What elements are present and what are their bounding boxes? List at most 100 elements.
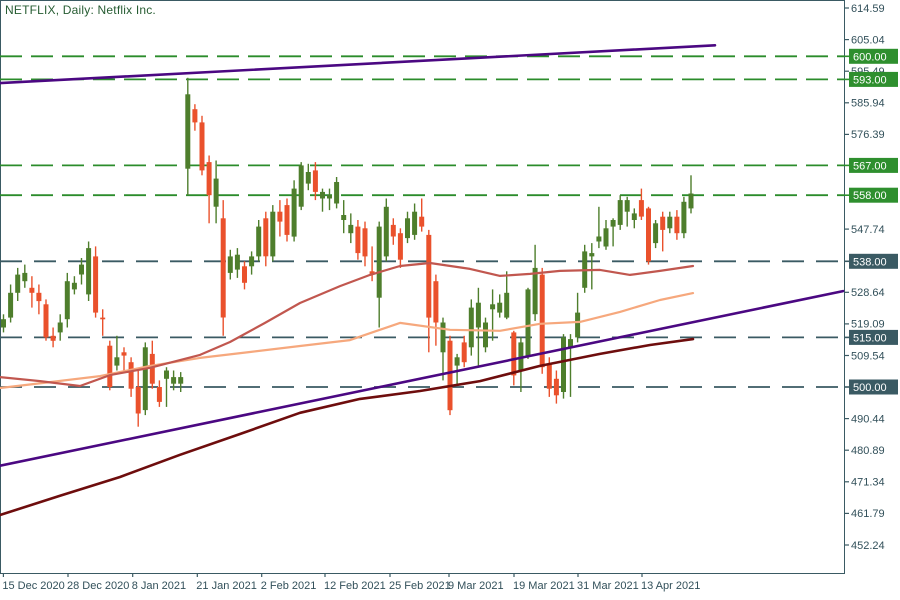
candle-body xyxy=(454,357,460,366)
candle-body xyxy=(242,266,247,283)
candle-body xyxy=(142,347,148,411)
candle-body xyxy=(504,292,510,318)
candle-body xyxy=(674,216,680,234)
candle-body xyxy=(185,94,191,169)
candle-body xyxy=(50,335,56,341)
candle-body xyxy=(468,307,474,348)
candle-body xyxy=(490,304,496,310)
candle-body xyxy=(483,322,488,348)
candle-body xyxy=(114,357,120,366)
price-tick-label: 461.79 xyxy=(851,508,885,520)
candle-body xyxy=(376,226,382,298)
candle-body xyxy=(327,195,332,199)
candle-body xyxy=(1,319,6,328)
candle-body xyxy=(383,206,389,257)
candle-body xyxy=(546,363,552,389)
date-tick-label: 25 Feb 2021 xyxy=(389,580,451,592)
date-tick-label: 31 Mar 2021 xyxy=(577,580,639,592)
candle-body xyxy=(497,302,503,313)
candle-body xyxy=(390,224,396,237)
candle-body xyxy=(461,342,467,363)
candle-body xyxy=(270,211,276,257)
candle-body xyxy=(518,342,524,371)
date-tick-label: 15 Dec 2020 xyxy=(2,580,64,592)
candle-body xyxy=(631,213,637,220)
price-level-badge xyxy=(849,379,898,395)
candle-body xyxy=(610,220,616,227)
price-level-badge-label: 538.00 xyxy=(853,256,887,268)
candle-body xyxy=(568,339,573,348)
candle-body xyxy=(362,228,368,257)
candle-body xyxy=(249,256,255,267)
candle-body xyxy=(298,165,304,207)
price-tick-label: 547.74 xyxy=(851,224,885,236)
price-tick-label: 471.34 xyxy=(851,477,885,489)
candle-body xyxy=(539,274,545,368)
price-tick-label: 605.04 xyxy=(851,34,885,46)
candle-body xyxy=(234,254,240,270)
date-tick-label: 9 Mar 2021 xyxy=(448,580,504,592)
candle-body xyxy=(15,274,21,293)
candle-body xyxy=(107,345,113,387)
candle-body xyxy=(192,109,198,123)
price-level-badge-label: 593.00 xyxy=(853,74,887,86)
candle-body xyxy=(561,337,566,392)
candle-body xyxy=(277,211,283,222)
candles xyxy=(1,77,694,427)
date-tick-label: 2 Feb 2021 xyxy=(261,580,317,592)
price-level-badge xyxy=(849,71,898,87)
candle-body xyxy=(36,292,42,302)
candle-body xyxy=(341,215,347,220)
candle-body xyxy=(100,317,106,320)
candle-body xyxy=(646,208,651,262)
ma-long-line xyxy=(0,337,695,517)
candle-body xyxy=(171,377,177,384)
price-level-badge-label: 515.00 xyxy=(853,332,887,344)
candle-body xyxy=(475,302,481,328)
candle-body xyxy=(638,200,644,217)
date-tick-label: 28 Dec 2020 xyxy=(67,580,129,592)
candle-body xyxy=(617,200,623,225)
candle-body xyxy=(57,322,63,333)
candle-body xyxy=(79,264,84,275)
candle-body xyxy=(575,312,581,338)
candle-body xyxy=(603,228,609,247)
candle-body xyxy=(355,226,361,254)
candle-body xyxy=(93,256,99,313)
price-tick-label: 576.39 xyxy=(851,129,885,141)
price-level-badge-label: 500.00 xyxy=(853,382,887,394)
price-tick-label: 452.24 xyxy=(851,540,885,552)
candle-body xyxy=(653,223,659,244)
candle-body xyxy=(397,233,403,260)
candle-body xyxy=(525,289,531,356)
price-level-badge xyxy=(849,48,898,64)
candle-body xyxy=(589,253,595,257)
candle-body xyxy=(22,272,28,282)
price-level-badge xyxy=(849,329,898,345)
price-tick-label: 585.94 xyxy=(851,98,885,110)
candle-body xyxy=(412,211,418,235)
price-tick-label: 490.44 xyxy=(851,413,885,425)
price-tick-label: 614.59 xyxy=(851,3,885,15)
price-tick-label: 528.64 xyxy=(851,287,885,299)
candle-body xyxy=(256,226,262,257)
candle-body xyxy=(227,256,233,273)
candle-body xyxy=(312,170,318,192)
candle-body xyxy=(71,282,77,290)
candle-body xyxy=(624,200,630,212)
candle-body xyxy=(86,248,92,295)
candle-body xyxy=(206,162,212,196)
candle-body xyxy=(156,387,162,402)
candle-body xyxy=(447,340,453,411)
candle-body xyxy=(284,205,290,235)
date-tick-label: 12 Feb 2021 xyxy=(324,580,386,592)
candle-body xyxy=(667,216,673,229)
candle-body xyxy=(178,377,184,384)
candle-body xyxy=(426,234,432,318)
candle-body xyxy=(64,281,70,320)
candle-body xyxy=(553,378,559,396)
candle-body xyxy=(8,292,14,318)
price-level-badge-label: 567.00 xyxy=(853,160,887,172)
